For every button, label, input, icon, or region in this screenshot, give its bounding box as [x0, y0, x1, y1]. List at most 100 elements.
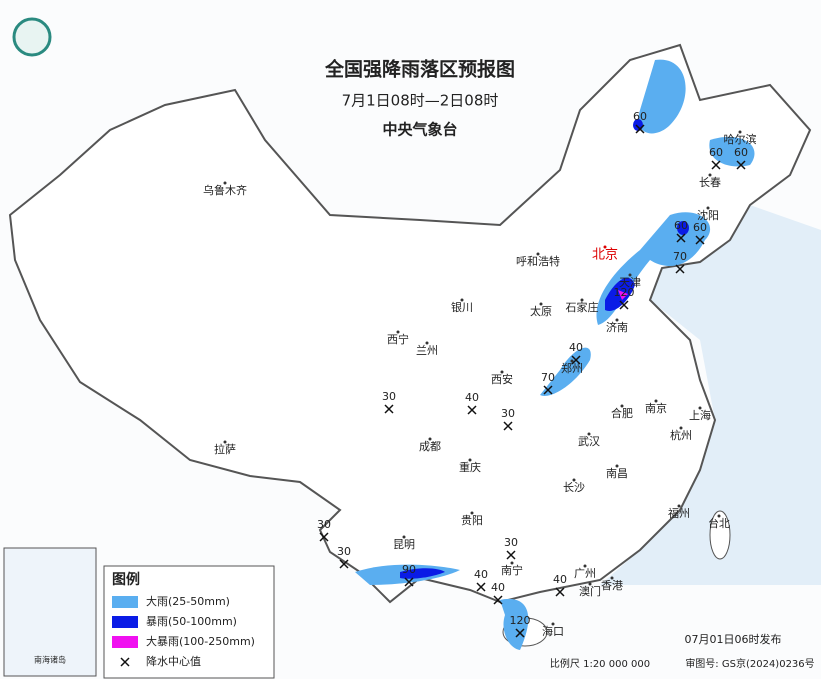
city-label: 上海 [689, 408, 711, 422]
center-value: 60 [633, 110, 647, 123]
city-dot [460, 298, 464, 302]
city-label: 呼和浩特 [516, 254, 560, 268]
center-cross [676, 233, 686, 243]
city-dot [610, 576, 614, 580]
city-label: 石家庄 [566, 300, 599, 314]
city-dot [402, 535, 406, 539]
city-dot [223, 181, 227, 185]
taiwan [709, 510, 731, 560]
city-label: 武汉 [578, 435, 600, 448]
center-value: 30 [382, 390, 396, 403]
city-dot [223, 440, 227, 444]
city-dot [580, 298, 584, 302]
center-cross [619, 300, 629, 310]
city-label: 广州 [574, 567, 596, 580]
city-label: 天津 [619, 276, 641, 289]
center-cross [319, 532, 329, 542]
agency: 中央气象台 [382, 121, 457, 139]
city-label: 南京 [645, 401, 667, 415]
inset-frame [3, 547, 97, 677]
city-label: 北京 [592, 248, 618, 263]
city-label: 台北 [708, 516, 730, 530]
city-dot [396, 330, 400, 334]
city-label: 乌鲁木齐 [203, 183, 247, 197]
center-value: 60 [734, 146, 748, 159]
logo [12, 17, 52, 57]
city-label: 兰州 [416, 344, 438, 357]
city-dot [588, 582, 592, 586]
city-label: 杭州 [670, 428, 692, 442]
legend-label: 大雨(25-50mm) [146, 594, 230, 608]
center-value: 70 [541, 371, 555, 384]
city-dot [708, 173, 712, 177]
city-label: 重庆 [459, 460, 481, 474]
center-value: 60 [709, 146, 723, 159]
center-cross [635, 124, 645, 134]
torrential-area [618, 290, 628, 300]
heavy-rain-areas [355, 59, 755, 650]
center-value: 120 [614, 286, 635, 299]
city-dot [628, 273, 632, 277]
city-dot [679, 426, 683, 430]
center-value: 40 [569, 341, 583, 354]
city-label: 成都 [419, 440, 441, 453]
subtitle: 7月1日08时—2日08时 [342, 92, 499, 110]
center-value: 70 [673, 250, 687, 263]
city-label: 海口 [542, 624, 564, 638]
city-label: 西安 [491, 372, 513, 386]
city-dot [468, 458, 472, 462]
legend-swatch [112, 616, 138, 628]
city-label: 长春 [699, 176, 721, 189]
city-dot [587, 432, 591, 436]
city-dot [510, 561, 514, 565]
center-cross [404, 577, 414, 587]
center-cross [339, 559, 349, 569]
city-label: 沈阳 [697, 208, 719, 222]
center-value: 40 [553, 573, 567, 586]
center-value: 120 [510, 614, 531, 627]
city-dot [698, 406, 702, 410]
city-dot [706, 206, 710, 210]
legend-swatch [112, 596, 138, 608]
center-cross [467, 405, 477, 415]
center-value: 40 [465, 391, 479, 404]
title-block: 全国强降雨落区预报图 7月1日08时—2日08时 中央气象台 [324, 58, 515, 139]
review: 审图号: GS京(2024)0236号 [685, 657, 814, 670]
city-label: 南昌 [606, 467, 628, 480]
legend: 图例 大雨(25-50mm) 暴雨(50-100mm) 大暴雨(100-250mm)… [103, 565, 275, 679]
center-value: 40 [491, 581, 505, 594]
city-dot [425, 341, 429, 345]
city-label: 贵阳 [461, 514, 483, 527]
center-value: 90 [402, 563, 416, 576]
city-label: 长沙 [563, 481, 585, 494]
city-label: 济南 [606, 320, 628, 334]
center-cross [476, 582, 486, 592]
city-label: 拉萨 [214, 442, 236, 456]
city-dot [654, 399, 658, 403]
city-label: 澳门 [579, 584, 601, 598]
city-label: 合肥 [611, 406, 633, 420]
center-cross [506, 550, 516, 560]
city-dot [572, 478, 576, 482]
center-cross [515, 628, 525, 638]
city-label: 郑州 [561, 361, 583, 375]
china-outline [8, 43, 812, 604]
center-value: 40 [474, 568, 488, 581]
inset-label: 南海诸岛 [34, 655, 66, 665]
center-value: 60 [693, 221, 707, 234]
city-dot [583, 564, 587, 568]
center-value: 30 [337, 545, 351, 558]
legend-swatch [112, 636, 138, 648]
legend-label: 大暴雨(100-250mm) [146, 634, 255, 648]
city-label: 昆明 [393, 538, 415, 551]
city-dot [551, 622, 555, 626]
legend-label: 降水中心值 [146, 654, 201, 668]
city-label: 西宁 [387, 332, 409, 346]
city-label: 太原 [530, 305, 552, 318]
city-dot [428, 437, 432, 441]
city-dot [536, 252, 540, 256]
legend-cross [120, 657, 130, 667]
